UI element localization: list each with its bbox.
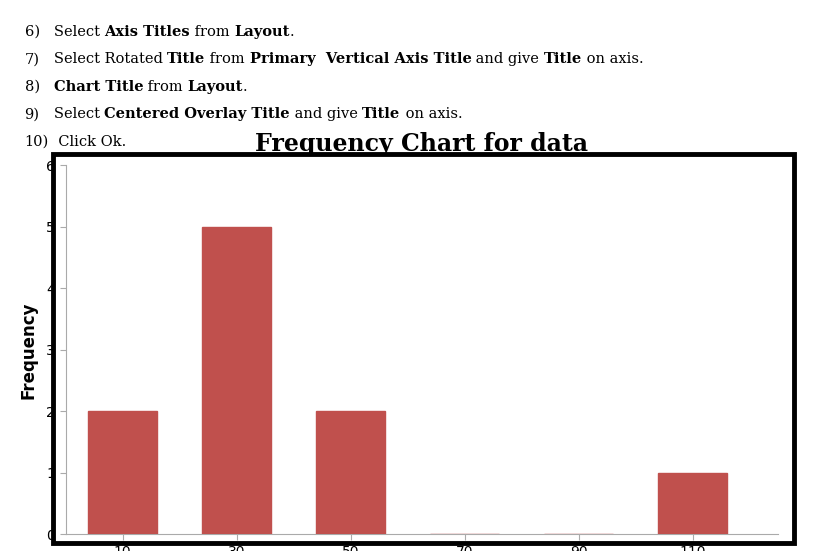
Text: Centered Overlay Title: Centered Overlay Title: [104, 107, 290, 121]
Text: Select: Select: [39, 25, 104, 39]
Text: Click Ok.: Click Ok.: [49, 135, 126, 149]
Text: on axis.: on axis.: [400, 107, 462, 121]
Bar: [316, 412, 385, 534]
Text: Title: Title: [167, 52, 206, 66]
Bar: [658, 473, 726, 534]
Title: Frequency Chart for data: Frequency Chart for data: [256, 132, 588, 156]
Text: from: from: [143, 80, 188, 94]
Text: 7): 7): [25, 52, 39, 66]
Y-axis label: Frequency: Frequency: [20, 301, 38, 398]
Text: Primary  Vertical Axis Title: Primary Vertical Axis Title: [250, 52, 472, 66]
Text: 10): 10): [25, 135, 49, 149]
Bar: [88, 412, 156, 534]
Text: Axis Titles: Axis Titles: [104, 25, 190, 39]
Text: Layout: Layout: [234, 25, 290, 39]
Text: 6): 6): [25, 25, 39, 39]
Text: 8): 8): [25, 80, 39, 94]
Text: .: .: [242, 80, 247, 94]
Text: Title: Title: [362, 107, 400, 121]
Text: Select Rotated: Select Rotated: [39, 52, 167, 66]
Text: from: from: [190, 25, 234, 39]
Text: Title: Title: [544, 52, 582, 66]
Bar: [202, 227, 271, 534]
Text: and give: and give: [290, 107, 362, 121]
Text: .: .: [290, 25, 294, 39]
Text: from: from: [206, 52, 250, 66]
Text: and give: and give: [472, 52, 544, 66]
Text: on axis.: on axis.: [582, 52, 644, 66]
Text: Layout: Layout: [188, 80, 242, 94]
Text: 9): 9): [25, 107, 39, 121]
Text: Select: Select: [39, 107, 104, 121]
Text: Chart Title: Chart Title: [53, 80, 143, 94]
